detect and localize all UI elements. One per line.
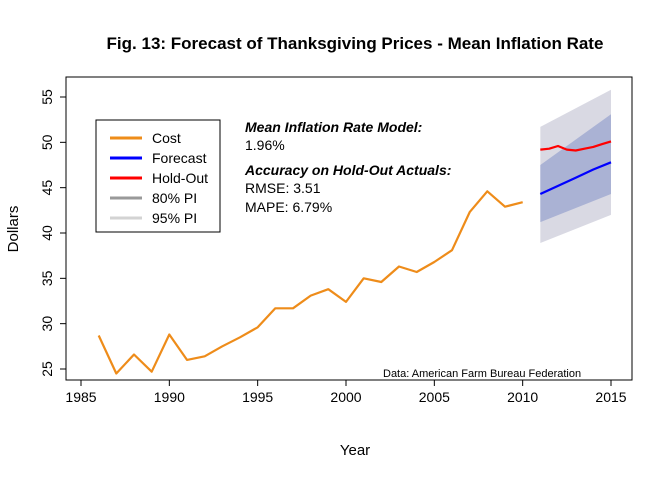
mape-value: MAPE: 6.79%: [245, 199, 332, 215]
y-axis-label: Dollars: [5, 206, 22, 253]
data-source-note: Data: American Farm Bureau Federation: [383, 368, 581, 380]
x-tick-label: 1995: [242, 389, 273, 405]
y-tick-label: 40: [39, 225, 55, 241]
x-tick-label: 2000: [330, 389, 361, 405]
annotation-block: Mean Inflation Rate Model: 1.96% Accurac…: [244, 119, 451, 215]
y-tick-label: 35: [39, 270, 55, 286]
y-axis: 25 30 35 40 45 50 55: [39, 89, 67, 377]
legend-label-80-pi: 80% PI: [152, 190, 197, 206]
y-tick-label: 45: [39, 180, 55, 196]
y-tick-label: 25: [39, 361, 55, 377]
y-tick-label: 30: [39, 316, 55, 332]
legend-label-hold-out: Hold-Out: [152, 170, 208, 186]
legend-label-95-pi: 95% PI: [152, 210, 197, 226]
legend-label-forecast: Forecast: [152, 150, 207, 166]
x-tick-label: 1990: [154, 389, 185, 405]
model-heading: Mean Inflation Rate Model:: [245, 119, 422, 135]
interval-band-80-pi: [540, 114, 611, 223]
y-tick-label: 55: [39, 89, 55, 105]
legend: Cost Forecast Hold-Out 80% PI 95% PI: [95, 119, 221, 233]
series-line-forecast: [539, 161, 612, 196]
x-tick-label: 2010: [507, 389, 538, 405]
series-line-cost: [97, 190, 523, 375]
x-axis-label: Year: [340, 442, 370, 459]
x-tick-label: 2005: [419, 389, 450, 405]
x-tick-label: 1985: [65, 389, 96, 405]
legend-entries: Cost Forecast Hold-Out 80% PI 95% PI: [110, 130, 208, 226]
x-axis: 1985 1990 1995 2000 2005 2010 2015: [65, 379, 627, 405]
series-lines: [97, 140, 612, 375]
accuracy-heading: Accuracy on Hold-Out Actuals:: [244, 162, 451, 178]
chart-title: Fig. 13: Forecast of Thanksgiving Prices…: [107, 34, 604, 53]
series-line-hold-out: [540, 140, 612, 152]
prediction-intervals: [540, 89, 611, 243]
rmse-value: RMSE: 3.51: [245, 180, 321, 196]
model-value: 1.96%: [245, 137, 285, 153]
x-tick-label: 2015: [595, 389, 626, 405]
legend-label-cost: Cost: [152, 130, 181, 146]
y-tick-label: 50: [39, 134, 55, 150]
